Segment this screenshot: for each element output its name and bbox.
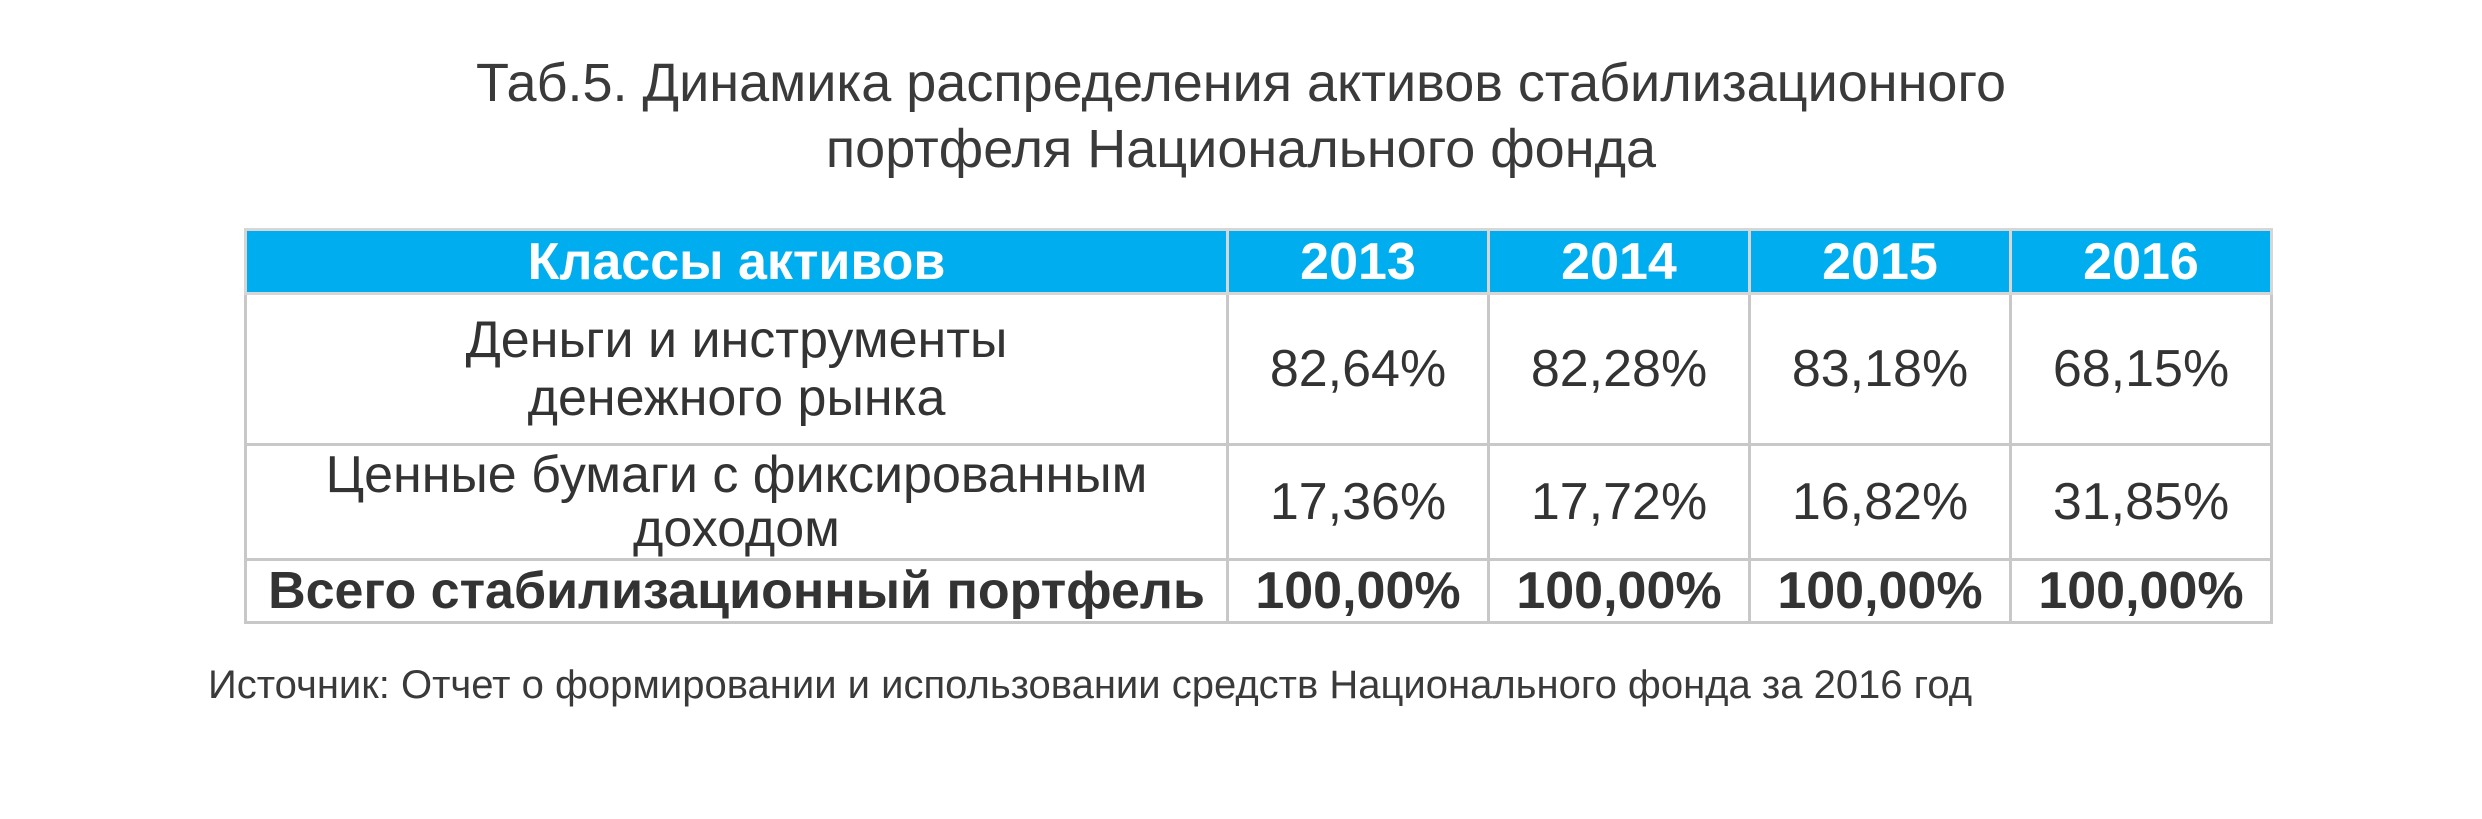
- table-total-row: Всего стабилизационный портфель 100,00% …: [244, 558, 2273, 624]
- row-label-line-2: доходом: [633, 500, 840, 558]
- value-cell: 68,15%: [2009, 292, 2273, 446]
- value-cell: 16,82%: [1748, 443, 2012, 561]
- table-row: Деньги и инструменты денежного рынка 82,…: [244, 292, 2273, 446]
- row-label-total: Всего стабилизационный портфель: [244, 558, 1229, 624]
- table-header-row: Классы активов 2013 2014 2015 2016: [244, 228, 2273, 295]
- title-line-2: портфеля Национального фонда: [825, 119, 1657, 179]
- value-cell: 17,36%: [1226, 443, 1490, 561]
- row-label-line-1: Ценные бумаги с фиксированным: [325, 446, 1148, 504]
- total-value-cell: 100,00%: [1226, 558, 1490, 624]
- row-label-fixed-income: Ценные бумаги с фиксированным доходом: [244, 443, 1229, 561]
- value-cell: 17,72%: [1487, 443, 1751, 561]
- row-label-money-market: Деньги и инструменты денежного рынка: [244, 292, 1229, 446]
- value-cell: 82,28%: [1487, 292, 1751, 446]
- value-cell: 31,85%: [2009, 443, 2273, 561]
- title-line-1: Таб.5. Динамика распределения активов ст…: [475, 53, 2006, 113]
- row-label-line-2: денежного рынка: [527, 369, 946, 427]
- header-year-2016: 2016: [2009, 228, 2273, 295]
- total-value-cell: 100,00%: [1748, 558, 2012, 624]
- row-label-line-1: Деньги и инструменты: [465, 311, 1008, 369]
- total-value-cell: 100,00%: [2009, 558, 2273, 624]
- header-year-2013: 2013: [1226, 228, 1490, 295]
- asset-allocation-table: Классы активов 2013 2014 2015 2016 Деньг…: [244, 228, 2273, 624]
- page-title: Таб.5. Динамика распределения активов ст…: [0, 50, 2482, 182]
- header-year-2014: 2014: [1487, 228, 1751, 295]
- table-row: Ценные бумаги с фиксированным доходом 17…: [244, 443, 2273, 561]
- value-cell: 83,18%: [1748, 292, 2012, 446]
- value-cell: 82,64%: [1226, 292, 1490, 446]
- header-year-2015: 2015: [1748, 228, 2012, 295]
- header-asset-class: Классы активов: [244, 228, 1229, 295]
- total-value-cell: 100,00%: [1487, 558, 1751, 624]
- source-note: Источник: Отчет о формировании и использ…: [208, 663, 1973, 707]
